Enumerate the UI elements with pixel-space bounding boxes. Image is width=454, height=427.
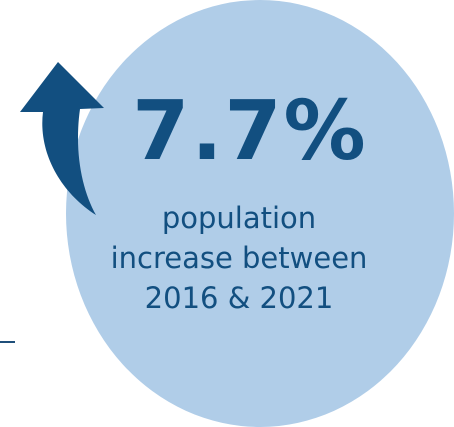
stat-caption: population increase between 2016 & 2021 xyxy=(64,198,414,318)
curved-up-arrow-icon xyxy=(20,62,104,215)
stat-value: 7.7% xyxy=(132,84,368,179)
caption-line-2: increase between xyxy=(110,241,368,275)
background-circle xyxy=(66,0,454,427)
caption-line-1: population xyxy=(161,201,317,235)
caption-line-3: 2016 & 2021 xyxy=(144,281,334,315)
divider-line xyxy=(0,341,15,343)
